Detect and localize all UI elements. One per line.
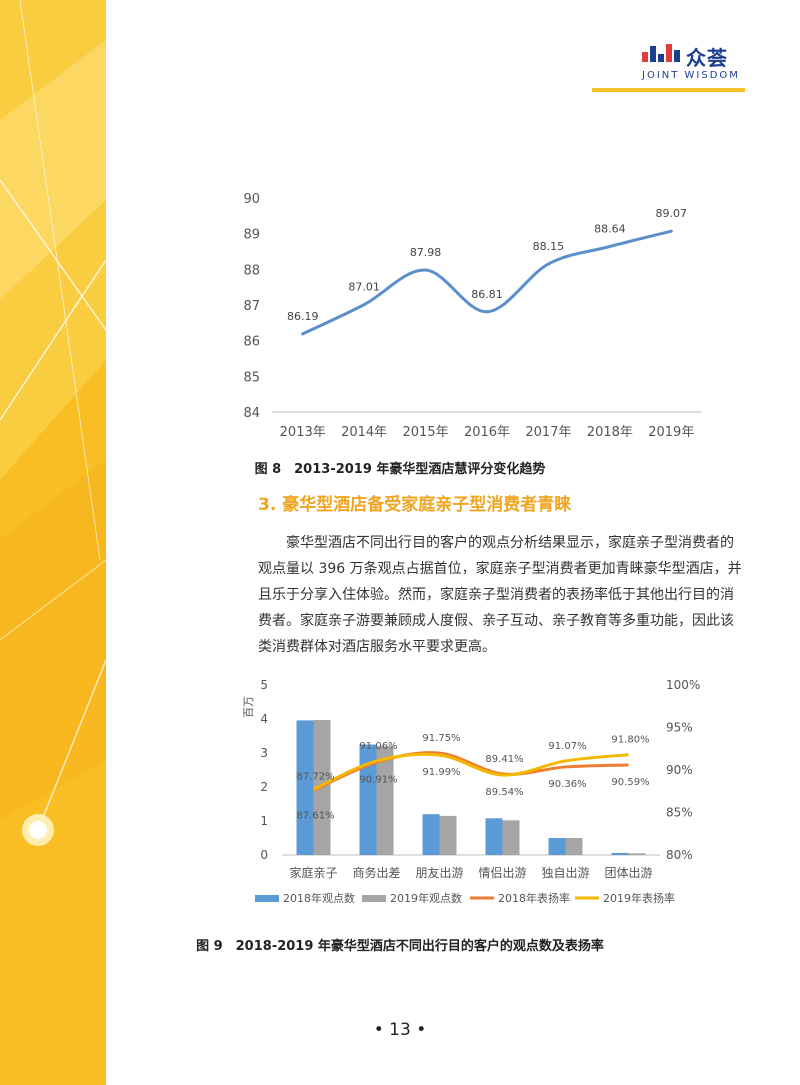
y-left-tick-label: 4 — [260, 712, 268, 726]
data-point — [362, 303, 366, 307]
data-point — [485, 310, 489, 314]
logo-chinese-name: 众荟 — [686, 46, 728, 70]
header-rule — [592, 88, 745, 92]
bar — [422, 814, 440, 855]
y-left-tick-label: 5 — [260, 678, 268, 692]
rate-label: 87.72% — [296, 771, 334, 782]
data-label: 86.19 — [287, 310, 319, 323]
x-tick-label: 2018年 — [587, 425, 633, 440]
data-label: 86.81 — [471, 288, 503, 301]
y-right-tick-label: 80% — [666, 848, 693, 862]
x-tick-label: 2016年 — [464, 425, 510, 440]
data-label: 87.01 — [348, 281, 380, 294]
x-tick-label: 独自出游 — [541, 866, 589, 880]
data-label: 88.15 — [533, 240, 565, 253]
rate-label: 90.91% — [359, 774, 397, 785]
x-tick-label: 2019年 — [648, 425, 694, 440]
y-tick-label: 87 — [243, 299, 260, 314]
decorative-sidebar — [0, 0, 106, 1085]
legend-swatch — [255, 895, 279, 902]
y-tick-label: 85 — [243, 370, 260, 385]
data-point — [546, 262, 550, 266]
y-tick-label: 88 — [243, 263, 260, 278]
y-right-tick-label: 90% — [666, 763, 693, 777]
rate-label: 89.54% — [485, 787, 523, 798]
data-point — [301, 332, 305, 336]
legend-label: 2018年表扬率 — [498, 891, 570, 905]
logo-mark-icon — [642, 44, 680, 62]
y-left-tick-label: 1 — [260, 814, 268, 828]
y-tick-label: 84 — [243, 406, 260, 421]
rate-label: 91.80% — [611, 735, 649, 746]
x-tick-label: 团体出游 — [604, 866, 652, 880]
bar — [565, 838, 583, 855]
x-tick-label: 2014年 — [341, 425, 387, 440]
rate-label: 91.99% — [422, 767, 460, 778]
rate-label: 87.61% — [296, 810, 334, 821]
x-tick-label: 2017年 — [525, 425, 571, 440]
y-axis-label: 百万 — [242, 696, 255, 718]
bar — [376, 746, 394, 855]
rate-label: 90.59% — [611, 777, 649, 788]
data-label: 88.64 — [594, 223, 626, 236]
chart-travel-purpose-reviews: 百万 0 1 2 3 4 5 80% 85% 90% 95% 100% 家庭亲子 商务出差 朋友出游 情侣出游… — [242, 678, 700, 905]
section-heading: 3. 豪华型酒店备受家庭亲子型消费者青睐 — [258, 495, 572, 515]
y-tick-label: 90 — [243, 192, 260, 207]
y-right-tick-label: 85% — [666, 806, 693, 820]
data-point — [608, 245, 612, 249]
bar — [611, 852, 629, 855]
y-right-tick-label: 100% — [666, 678, 700, 692]
bar — [548, 838, 566, 855]
y-tick-label: 89 — [243, 228, 260, 243]
x-tick-label: 朋友出游 — [415, 866, 463, 880]
x-tick-label: 情侣出游 — [478, 865, 526, 880]
y-left-tick-label: 2 — [260, 780, 268, 794]
x-tick-label: 2013年 — [280, 425, 326, 440]
legend-swatch — [362, 895, 386, 902]
figure-8-caption: 图 8 2013-2019 年豪华型酒店慧评分变化趋势 — [254, 462, 546, 477]
chart-hotel-score-trend: 84 85 86 87 88 89 90 2013年 2014年 2015年 2016年 2017年 2… — [243, 192, 702, 440]
logo-english-name: JOINT WISDOM — [642, 70, 740, 81]
rate-label: 91.06% — [359, 741, 397, 752]
page-number: • 13 • — [373, 1020, 427, 1040]
rate-label: 91.75% — [422, 733, 460, 744]
rate-line — [312, 752, 629, 791]
bar — [359, 744, 377, 855]
legend-label: 2019年观点数 — [390, 891, 462, 905]
bar — [502, 820, 520, 855]
x-tick-label: 商务出差 — [352, 865, 400, 880]
legend-label: 2019年表扬率 — [603, 891, 675, 905]
y-right-tick-label: 95% — [666, 721, 693, 735]
y-tick-label: 86 — [243, 335, 260, 350]
figure-9-caption: 图 9 2018-2019 年豪华型酒店不同出行目的客户的观点数及表扬率 — [196, 939, 604, 954]
legend-label: 2018年观点数 — [283, 891, 355, 905]
y-left-tick-label: 0 — [260, 848, 268, 862]
bar — [296, 720, 314, 855]
body-paragraph: 豪华型酒店不同出行目的客户的观点分析结果显示，家庭亲子型消费者的观点量以 396… — [258, 535, 742, 655]
bar — [439, 815, 457, 855]
rate-label: 91.07% — [548, 741, 586, 752]
rate-label: 89.41% — [485, 754, 523, 765]
bar — [485, 818, 503, 855]
bar — [628, 853, 646, 855]
data-label: 87.98 — [410, 246, 442, 259]
data-point — [669, 229, 673, 233]
data-label: 89.07 — [656, 207, 688, 220]
data-point — [424, 268, 428, 272]
x-tick-label: 家庭亲子 — [289, 865, 337, 880]
y-left-tick-label: 3 — [260, 746, 268, 760]
x-tick-label: 2015年 — [403, 425, 449, 440]
rate-label: 90.36% — [548, 779, 586, 790]
